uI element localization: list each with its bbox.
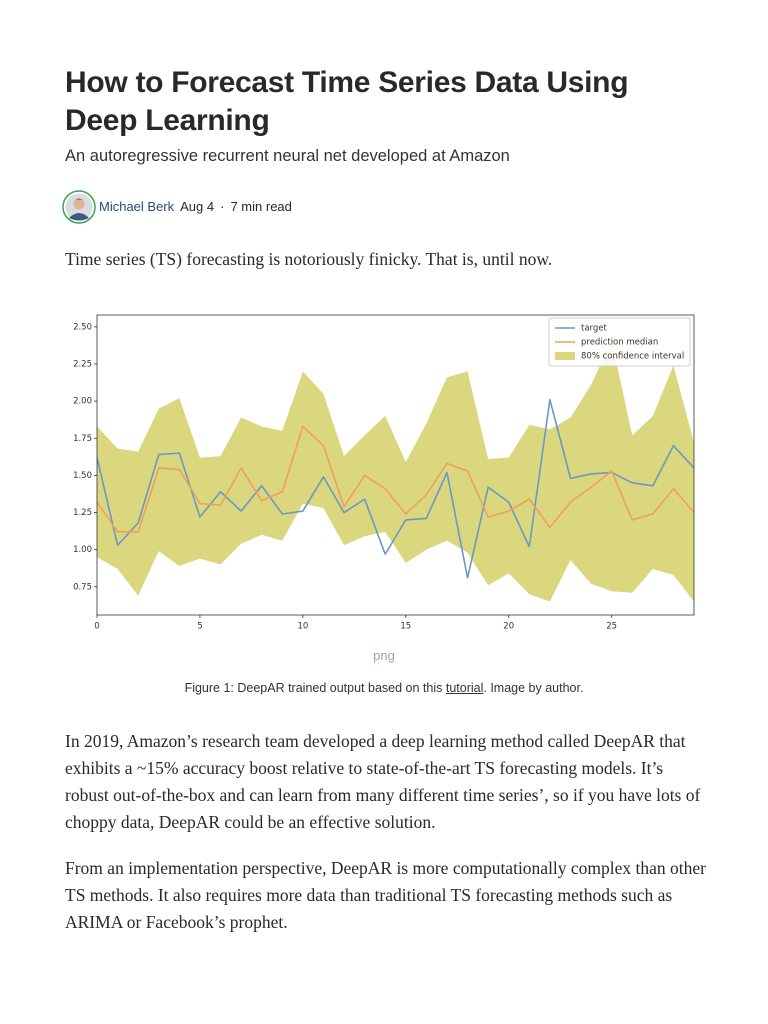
body-paragraph: In 2019, Amazon’s research team develope… xyxy=(65,731,701,832)
y-tick-label: 2.25 xyxy=(73,360,92,370)
y-tick-label: 1.00 xyxy=(73,545,92,555)
article-subtitle: An autoregressive recurrent neural net d… xyxy=(65,147,510,165)
legend: target prediction median 80% confidence in… xyxy=(548,317,691,367)
y-tick-label: 2.00 xyxy=(73,397,92,407)
legend-swatch xyxy=(555,352,575,360)
article-title: How to Forecast Time Series Data Using D… xyxy=(65,66,629,137)
y-tick-label: 1.50 xyxy=(73,471,92,481)
image-format-label: png xyxy=(373,648,395,663)
confidence-band xyxy=(97,340,694,602)
author-name[interactable]: Michael Berk xyxy=(99,199,175,214)
caption-text: . Image by author. xyxy=(483,681,584,695)
author-avatar[interactable] xyxy=(62,190,96,224)
x-tick-label: 5 xyxy=(197,622,202,632)
legend-box xyxy=(548,317,691,367)
avatar-face xyxy=(73,198,85,210)
legend-label: prediction median xyxy=(581,338,658,348)
series-line xyxy=(97,398,694,579)
plot-area xyxy=(97,340,694,602)
y-tick-label: 1.75 xyxy=(73,434,92,444)
intro-paragraph: Time series (TS) forecasting is notoriou… xyxy=(65,249,553,269)
series-line xyxy=(97,425,694,533)
x-tick-label: 15 xyxy=(400,622,411,632)
x-tick-label: 25 xyxy=(606,622,617,632)
chart: 0.75 1.00 1.25 1.50 1.75 2.00 2.25 2.50 0 5 10 15 20… xyxy=(73,314,695,632)
legend-label: target xyxy=(581,324,608,334)
legend-label: 80% confidence interval xyxy=(581,352,684,362)
caption-text: Figure 1: DeepAR trained output based on… xyxy=(184,681,446,695)
article-meta: Michael Berk Aug 4 · 7 min read xyxy=(99,199,298,214)
x-tick-label: 0 xyxy=(94,622,99,632)
meta-separator: · xyxy=(220,199,225,214)
x-tick-label: 20 xyxy=(503,622,514,632)
x-tick-label: 10 xyxy=(297,622,308,632)
y-tick-label: 1.25 xyxy=(73,508,92,518)
y-tick-label: 0.75 xyxy=(73,582,92,592)
read-time: 7 min read xyxy=(230,199,292,214)
publish-date: Aug 4 xyxy=(180,199,215,214)
figure-caption: Figure 1: DeepAR trained output based on… xyxy=(0,681,768,695)
plot-frame xyxy=(96,314,695,616)
avatar-shirt xyxy=(69,213,89,221)
avatar-hair xyxy=(73,198,85,202)
avatar-ring xyxy=(62,190,96,224)
caption-link[interactable]: tutorial xyxy=(445,681,484,695)
body-paragraph: From an implementation perspective, Deep… xyxy=(65,858,707,932)
y-tick-label: 2.50 xyxy=(73,322,92,332)
